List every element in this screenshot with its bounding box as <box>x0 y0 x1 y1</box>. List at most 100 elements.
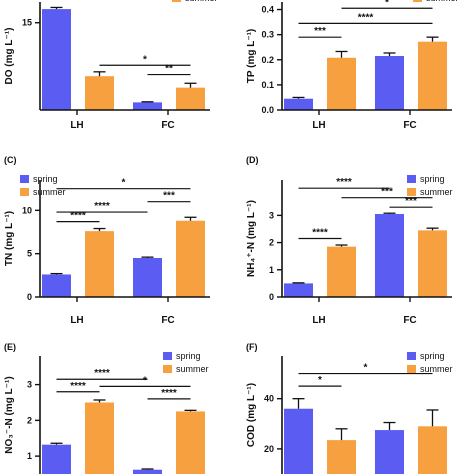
legend-label-spring: spring <box>33 174 58 184</box>
significance-label: **** <box>94 368 110 379</box>
significance-label: **** <box>358 12 374 23</box>
significance-label: * <box>364 363 368 374</box>
significance-label: * <box>143 375 147 386</box>
y-tick-label: 5 <box>27 249 32 259</box>
legend-label-summer: summer <box>420 364 453 374</box>
y-tick-label: 2 <box>27 415 32 425</box>
y-tick-label: 40 <box>264 394 274 404</box>
legend-swatch-summer <box>172 0 181 2</box>
bar-spring-LH <box>284 408 313 474</box>
significance-label: ** <box>165 64 173 75</box>
y-tick-label: 3 <box>269 210 274 220</box>
bar-spring-FC <box>133 102 162 110</box>
significance-label: *** <box>163 191 175 202</box>
significance-label: * <box>122 178 126 189</box>
legend-label-spring: spring <box>420 351 445 361</box>
bar-summer-FC <box>176 411 205 474</box>
bar-summer-LH <box>327 57 356 110</box>
y-tick-label: 10 <box>22 205 32 215</box>
x-tick-label-LH: LH <box>70 315 83 326</box>
significance-label: **** <box>70 211 86 222</box>
x-tick-label-LH: LH <box>70 120 83 131</box>
x-tick-label-FC: FC <box>403 120 416 131</box>
legend-swatch-spring <box>407 352 416 360</box>
significance-label: *** <box>405 196 417 207</box>
y-axis-label: NH₄⁺-N (mg L⁻¹) <box>246 200 257 277</box>
y-tick-label: 20 <box>264 444 274 454</box>
x-tick-label-FC: FC <box>161 120 174 131</box>
x-tick-label-LH: LH <box>312 315 325 326</box>
bar-summer-FC <box>418 41 447 111</box>
y-tick-label: 0 <box>269 292 274 302</box>
significance-label: **** <box>70 381 86 392</box>
bar-summer-FC <box>418 426 447 474</box>
y-axis-label: TP (mg L⁻¹) <box>246 29 257 84</box>
legend-swatch-spring <box>20 175 29 183</box>
bar-summer-FC <box>176 220 205 297</box>
panel-tag: (E) <box>4 342 16 352</box>
bar-spring-LH <box>284 98 313 110</box>
significance-label: **** <box>312 228 328 239</box>
bar-summer-LH <box>327 440 356 474</box>
significance-label: **** <box>161 388 177 399</box>
y-tick-label: 3 <box>27 380 32 390</box>
significance-label: * <box>318 375 322 386</box>
significance-label: **** <box>336 177 352 188</box>
bar-summer-LH <box>85 76 114 110</box>
bar-spring-LH <box>284 283 313 297</box>
chart-panel-6: 20 40 COD (mg L⁻¹) (F) spring summer * * <box>246 342 453 474</box>
y-tick-label: 15 <box>22 18 32 28</box>
bar-spring-LH <box>42 9 71 110</box>
y-tick-label: 0.2 <box>261 55 274 65</box>
panel-tag: (D) <box>246 155 259 165</box>
bar-spring-FC <box>133 469 162 474</box>
significance-label: **** <box>94 201 110 212</box>
y-axis-label: NO₃⁻-N (mg L⁻¹) <box>4 376 15 453</box>
legend-swatch-summer <box>163 365 172 373</box>
legend-swatch-summer <box>413 0 422 2</box>
y-tick-label: 2 <box>269 238 274 248</box>
legend-label-summer: summer <box>33 187 66 197</box>
significance-label: * <box>385 0 389 8</box>
legend-swatch-spring <box>407 175 416 183</box>
bar-summer-LH <box>85 231 114 297</box>
legend-swatch-spring <box>163 352 172 360</box>
bar-summer-LH <box>327 246 356 297</box>
y-axis-label: COD (mg L⁻¹) <box>246 383 257 447</box>
y-tick-label: 1 <box>27 451 32 461</box>
significance-label: *** <box>381 187 393 198</box>
bar-summer-FC <box>418 230 447 297</box>
y-tick-label: 0.1 <box>261 80 274 90</box>
bar-spring-LH <box>42 444 71 474</box>
legend-swatch-summer <box>20 188 29 196</box>
y-tick-label: 0 <box>27 292 32 302</box>
bar-spring-FC <box>375 214 404 297</box>
x-tick-label-LH: LH <box>312 120 325 131</box>
legend-label-summer: summer <box>420 187 453 197</box>
significance-label: * <box>143 54 147 65</box>
x-tick-label-FC: FC <box>161 315 174 326</box>
bar-spring-FC <box>375 56 404 110</box>
bar-spring-FC <box>375 430 404 474</box>
y-tick-label: 0.4 <box>261 5 274 15</box>
x-tick-label-FC: FC <box>403 315 416 326</box>
legend-label-summer: summer <box>185 0 218 3</box>
panel-tag: (F) <box>246 342 258 352</box>
y-tick-label: 1 <box>269 265 274 275</box>
legend-swatch-summer <box>407 188 416 196</box>
legend-label-summer: summer <box>176 364 209 374</box>
legend-label-spring: spring <box>420 174 445 184</box>
bar-summer-LH <box>85 402 114 474</box>
panel-tag: (C) <box>4 155 17 165</box>
y-tick-label: 0.3 <box>261 30 274 40</box>
y-tick-label: 0.0 <box>261 105 274 115</box>
legend-label-summer: summer <box>426 0 459 3</box>
significance-label: *** <box>314 26 326 37</box>
bar-spring-FC <box>133 258 162 297</box>
